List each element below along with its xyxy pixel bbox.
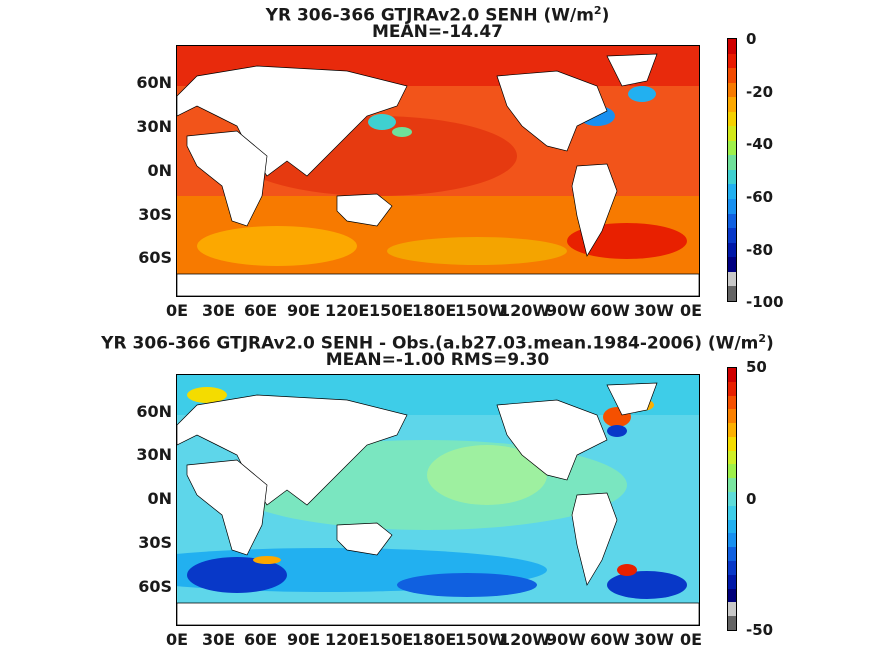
panel1-lon-120e: 120E: [325, 301, 370, 320]
panel2-lon-150w: 150W: [455, 630, 507, 649]
panel2-land: [177, 382, 699, 625]
panel2-lat-60n: 60N: [136, 402, 172, 421]
panel1-cbar-label-m40: -40: [746, 135, 774, 153]
panel2-colorbar-segment: [728, 492, 736, 506]
panel1-colorbar-segment: [728, 169, 736, 185]
panel1-colorbar-segment: [728, 286, 736, 301]
panel2-colorbar-segment: [728, 395, 736, 410]
panel1-colorbar-segment: [728, 97, 736, 112]
panel2-cbar-label-m50: -50: [746, 621, 774, 639]
panel1-colorbar-segment: [728, 140, 736, 156]
panel1-title-line1: YR 306-366 GTJRAv2.0 SENH (W/m2): [265, 4, 610, 26]
panel1-lon-60e: 60E: [244, 301, 278, 320]
panel2-lon-0: 0E: [166, 630, 189, 649]
panel2-colorbar-segment: [728, 560, 736, 575]
panel2-colorbar-segment: [728, 423, 736, 437]
panel2-colorbar-segment: [728, 505, 736, 520]
panel1-cbar-label-m100: -100: [746, 293, 784, 311]
panel1-colorbar-segment: [728, 271, 736, 287]
panel2-colorbar-segment: [728, 602, 736, 617]
panel2-lat-60s: 60S: [138, 577, 172, 596]
panel1-title-line2: MEAN=-14.47: [372, 22, 503, 42]
panel2-colorbar-segment: [728, 478, 736, 493]
panel1-lat-30n: 30N: [136, 117, 172, 136]
panel2-map-svg: [177, 375, 699, 625]
panel1-lat-0n: 0N: [147, 161, 172, 180]
panel2-colorbar-segment: [728, 616, 736, 630]
panel2-lon-120e: 120E: [325, 630, 370, 649]
panel2-lon-30w: 30W: [634, 630, 674, 649]
panel2-colorbar-segment: [728, 533, 736, 548]
panel1-cbar-label-m80: -80: [746, 241, 774, 259]
panel2-colorbar-segment: [728, 409, 736, 424]
panel1-lon-90e: 90E: [287, 301, 321, 320]
panel2-lon-180e: 180E: [412, 630, 457, 649]
panel2-colorbar-segment: [728, 574, 736, 589]
panel2-colorbar-segment: [728, 450, 736, 465]
panel1-lon-0e-end: 0E: [680, 301, 703, 320]
panel1-lon-90w: 90W: [546, 301, 586, 320]
panel2-cbar-label-50: 50: [746, 358, 767, 376]
panel1-colorbar-segment: [728, 199, 736, 214]
panel1-map: [176, 45, 700, 297]
panel1-land: [177, 53, 699, 296]
panel2-cbar-label-0: 0: [746, 490, 757, 508]
panel1-cbar-label-m20: -20: [746, 83, 774, 101]
panel2-lon-0e-end: 0E: [680, 630, 703, 649]
panel1-colorbar-segment: [728, 257, 736, 272]
panel1-lon-180e: 180E: [412, 301, 457, 320]
panel1-lon-150w: 150W: [455, 301, 507, 320]
panel1-lat-60n: 60N: [136, 73, 172, 92]
panel2-colorbar-segment: [728, 464, 736, 479]
panel2-lon-60w: 60W: [590, 630, 630, 649]
panel1-colorbar-segment: [728, 53, 736, 69]
panel1-colorbar-segment: [728, 213, 736, 229]
panel1-lat-60s: 60S: [138, 248, 172, 267]
panel2-colorbar: [727, 367, 737, 631]
panel2-lon-60e: 60E: [244, 630, 278, 649]
panel1-map-svg: [177, 46, 699, 296]
panel2-colorbar-segment: [728, 547, 736, 561]
panel1-colorbar: [727, 38, 737, 302]
panel2-title-line2: MEAN=-1.00 RMS=9.30: [325, 350, 550, 370]
panel2-colorbar-segment: [728, 368, 736, 382]
panel1-lon-30w: 30W: [634, 301, 674, 320]
panel1-colorbar-segment: [728, 228, 736, 243]
panel1-colorbar-segment: [728, 126, 736, 141]
panel2-lon-150e: 150E: [369, 630, 414, 649]
panel2-title-line1: YR 306-366 GTJRAv2.0 SENH - Obs.(a.b27.0…: [101, 332, 774, 354]
panel2-lon-90e: 90E: [287, 630, 321, 649]
panel2-lon-120w: 120W: [499, 630, 551, 649]
panel2-colorbar-segment: [728, 588, 736, 603]
panel1-lon-120w: 120W: [499, 301, 551, 320]
panel2-colorbar-segment: [728, 436, 736, 451]
panel1-colorbar-segment: [728, 242, 736, 258]
panel2-colorbar-segment: [728, 519, 736, 534]
panel1-lon-30e: 30E: [202, 301, 236, 320]
panel2-map: [176, 374, 700, 626]
panel1-lon-150e: 150E: [369, 301, 414, 320]
panel2-lat-30s: 30S: [138, 533, 172, 552]
panel1-colorbar-segment: [728, 68, 736, 83]
panel1-lat-30s: 30S: [138, 205, 172, 224]
panel2-lon-30e: 30E: [202, 630, 236, 649]
panel1-lon-60w: 60W: [590, 301, 630, 320]
panel1-colorbar-segment: [728, 184, 736, 200]
panel2-lon-90w: 90W: [546, 630, 586, 649]
panel1-colorbar-segment: [728, 111, 736, 127]
panel1-colorbar-segment: [728, 155, 736, 170]
panel1-cbar-label-m60: -60: [746, 188, 774, 206]
panel1-lon-0: 0E: [166, 301, 189, 320]
panel1-colorbar-segment: [728, 82, 736, 98]
panel1-colorbar-segment: [728, 39, 736, 54]
panel2-lat-30n: 30N: [136, 445, 172, 464]
panel2-lat-0n: 0N: [147, 489, 172, 508]
panel1-cbar-label-0: 0: [746, 30, 757, 48]
panel2-colorbar-segment: [728, 381, 736, 396]
